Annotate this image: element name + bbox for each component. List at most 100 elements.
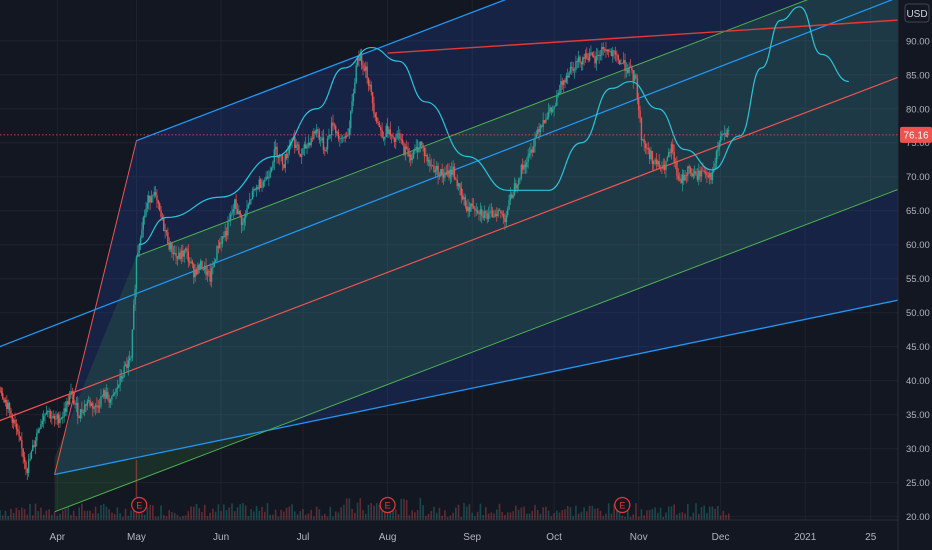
volume-bar <box>367 504 370 520</box>
volume-bar <box>64 508 67 520</box>
volume-bar <box>427 513 430 520</box>
pitchfork-inner-lower-line <box>54 188 898 513</box>
volume-bar <box>165 516 168 520</box>
candle-body <box>614 51 617 55</box>
candle-body <box>7 402 9 410</box>
price-axis[interactable]: 20.00 25.00 30.00 35.00 40.00 45.00 50.00 55.00… <box>906 36 930 523</box>
candle-body <box>471 203 473 206</box>
candle-body <box>225 231 228 236</box>
candle-body <box>557 92 559 96</box>
candle-body <box>653 161 655 165</box>
candle-body <box>628 66 630 73</box>
candle-body <box>88 400 90 402</box>
volume-bar <box>378 505 381 520</box>
volume-bar <box>132 508 135 520</box>
candle-body <box>500 210 502 214</box>
candle-body <box>239 210 241 217</box>
candle-body <box>303 144 306 149</box>
candle-body <box>119 376 121 385</box>
candle-body <box>0 391 3 394</box>
candle-body <box>158 203 161 211</box>
volume-bar <box>45 510 48 520</box>
candle-body <box>449 169 452 178</box>
candle-body <box>497 210 499 217</box>
currency-label: USD <box>906 9 927 20</box>
candle-body <box>396 133 398 139</box>
currency-badge[interactable]: USD <box>904 3 930 23</box>
candle-body <box>64 408 67 412</box>
volume-bar <box>657 512 659 520</box>
candle-body <box>591 52 593 56</box>
volume-bar <box>651 509 654 520</box>
volume-bar <box>247 515 250 520</box>
candle-body <box>108 398 110 403</box>
candle-body <box>461 195 464 200</box>
volume-bar <box>414 512 416 520</box>
volume-bar <box>433 506 435 520</box>
volume-bar <box>400 498 403 520</box>
candle-body <box>534 138 536 147</box>
candle-body <box>367 78 370 86</box>
price-tick-label: 70.00 <box>906 172 930 183</box>
candle-body <box>599 54 602 57</box>
candle-body <box>706 172 708 176</box>
candle-body <box>661 167 663 169</box>
candle-body <box>307 142 310 146</box>
candle-body <box>681 174 684 184</box>
volume-bar <box>687 504 689 520</box>
candle-body <box>588 52 591 61</box>
candle-body <box>440 169 442 176</box>
candle-body <box>3 398 5 403</box>
candle-body <box>415 146 417 149</box>
volume-bar <box>457 504 460 520</box>
last-price-value: 76.16 <box>903 130 928 141</box>
candle-body <box>145 208 147 216</box>
candle-body <box>703 170 705 172</box>
earnings-marker-label: E <box>385 501 391 511</box>
candle-body <box>384 136 386 140</box>
volume-bar <box>157 516 160 520</box>
volume-bar <box>127 515 130 520</box>
volume-bar <box>517 509 520 520</box>
candle-body <box>285 154 288 158</box>
time-tick-label: Nov <box>630 532 648 543</box>
time-axis[interactable]: Apr May Jun Jul Aug Sep Oct Nov Dec 2021 25 <box>50 532 877 543</box>
candle-body <box>12 419 15 423</box>
volume-bar <box>26 514 29 520</box>
candle-body <box>270 167 273 172</box>
volume-bar <box>304 514 307 520</box>
candle-body <box>345 135 348 137</box>
volume-bar <box>203 504 206 520</box>
candle-body <box>60 418 63 419</box>
candle-body <box>486 213 488 220</box>
volume-bar <box>591 505 594 520</box>
volume-bar <box>536 510 539 520</box>
volume-bar <box>501 512 504 520</box>
candle-body <box>180 250 183 259</box>
volume-bar <box>525 513 528 520</box>
candle-body <box>224 231 226 238</box>
volume-bar <box>21 507 23 520</box>
candle-body <box>164 230 166 232</box>
candle-body <box>269 171 271 178</box>
volume-bar <box>334 511 337 520</box>
candle-body <box>663 164 666 170</box>
volume-bar <box>506 512 509 520</box>
candle-body <box>262 181 265 187</box>
candle-body <box>528 153 531 156</box>
volume-bar <box>340 507 342 520</box>
candle-body <box>229 214 232 220</box>
volume-bar <box>498 503 501 520</box>
candle-body <box>101 396 104 398</box>
candle-body <box>220 242 222 244</box>
candle-body <box>184 248 187 251</box>
candle-body <box>687 166 689 176</box>
candle-body <box>8 402 11 410</box>
volume-bar <box>313 516 315 520</box>
volume-bar <box>419 497 422 520</box>
volume-bar <box>220 511 222 520</box>
pitchfork-median-line <box>0 76 898 422</box>
candle-body <box>504 218 506 223</box>
